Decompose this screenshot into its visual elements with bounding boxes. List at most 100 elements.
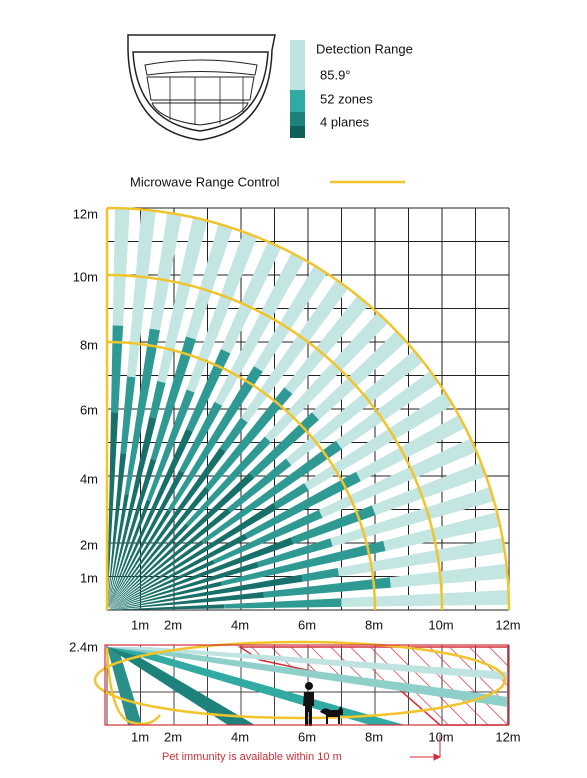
- ray-segment: [108, 499, 151, 607]
- ray-segment: [311, 330, 407, 420]
- x-label: 1m: [131, 617, 149, 632]
- ray-segment: [264, 312, 389, 443]
- ray-segment: [185, 436, 271, 527]
- ray-segment: [107, 412, 119, 607]
- ray-segment: [227, 458, 292, 513]
- ray-segment: [107, 458, 157, 607]
- ray-segment: [110, 559, 215, 609]
- ray-segment: [109, 508, 231, 608]
- ray-segment: [335, 370, 439, 450]
- note-arrow: [410, 735, 442, 761]
- ray-segment: [337, 537, 505, 577]
- ray-segment: [109, 472, 255, 608]
- ray-segment: [108, 447, 226, 608]
- ray-segment: [149, 212, 182, 331]
- ray-segment: [205, 387, 293, 491]
- ray-segment: [127, 209, 156, 378]
- ray-segment: [220, 241, 282, 354]
- ray-segment: [371, 462, 487, 516]
- legend-item: 52 zones: [320, 91, 373, 106]
- ray-segment: [240, 279, 349, 423]
- ray-segment: [389, 563, 508, 588]
- ray-segment: [213, 509, 323, 564]
- ray-segment: [304, 392, 453, 491]
- microwave-arcs: [105, 206, 511, 611]
- x-label: 8m: [365, 729, 383, 744]
- ray-segment: [256, 538, 333, 568]
- ray-segment: [186, 231, 258, 393]
- ray-segment: [107, 453, 127, 607]
- microwave-arc: [106, 273, 444, 611]
- ray-segment: [109, 533, 248, 609]
- ray-segment: [110, 581, 222, 610]
- y-label: 2m: [80, 537, 98, 552]
- pet-note: Pet immunity is available within 10 m: [162, 751, 342, 763]
- ray-segment: [286, 350, 424, 466]
- ray-segment: [150, 336, 196, 461]
- y-label: 6m: [80, 402, 98, 417]
- ray-segment: [224, 598, 342, 609]
- ray-segment: [330, 487, 494, 547]
- x-label: 8m: [365, 617, 383, 632]
- ray-segment: [319, 438, 477, 518]
- ray-segment: [290, 505, 376, 545]
- y-label: 12m: [73, 206, 98, 221]
- x-label: 1m: [131, 729, 149, 744]
- height-label: 2.4m: [69, 639, 98, 654]
- sensor-icon: [127, 34, 276, 141]
- ray-segment: [186, 223, 233, 340]
- microwave-label: Microwave Range Control: [130, 174, 280, 189]
- ray-segment: [110, 591, 264, 610]
- x-label: 4m: [231, 617, 249, 632]
- x-label: 10m: [428, 729, 453, 744]
- ray-segment: [111, 325, 124, 413]
- microwave-arc: [106, 340, 377, 611]
- ray-segment: [356, 415, 466, 482]
- ray-segment: [179, 401, 223, 473]
- x-label: 6m: [298, 729, 316, 744]
- ray-segment: [186, 349, 231, 432]
- ray-segment: [167, 366, 263, 512]
- y-label: 10m: [73, 269, 98, 284]
- ray-segment: [108, 428, 193, 607]
- ray-segment: [201, 440, 342, 544]
- ray-segment: [383, 512, 501, 551]
- x-label: 2m: [164, 617, 182, 632]
- microwave-arc: [106, 206, 511, 611]
- ray-segment: [220, 540, 386, 586]
- side-view: [93, 640, 509, 726]
- y-label: 4m: [80, 471, 98, 486]
- ray-segment: [284, 295, 369, 394]
- x-label: 2m: [164, 729, 182, 744]
- y-label: 8m: [80, 337, 98, 352]
- ray-segment: [110, 604, 225, 610]
- ray-segment: [253, 265, 327, 372]
- ray-segment: [109, 486, 210, 608]
- legend-bar: [290, 40, 305, 138]
- ray-segment: [120, 376, 136, 454]
- x-label: 6m: [298, 617, 316, 632]
- ray-segment: [110, 574, 303, 610]
- ray-segment: [107, 416, 157, 607]
- ray-segment: [263, 577, 391, 598]
- ray-segment: [249, 412, 319, 479]
- x-label: 4m: [231, 729, 249, 744]
- ray-segment: [110, 537, 294, 609]
- ray-segment: [219, 417, 248, 452]
- x-label: 12m: [495, 617, 520, 632]
- legend-item: 4 planes: [320, 114, 370, 129]
- ray-segment: [301, 568, 340, 582]
- ray-segment: [108, 470, 185, 608]
- ray-segment: [244, 471, 361, 539]
- legend-title: Detection Range: [316, 41, 413, 56]
- detection-rays: [107, 208, 509, 610]
- ray-segment: [112, 208, 130, 326]
- ray-segment: [124, 328, 160, 495]
- ray-segment: [214, 252, 305, 406]
- ray-segment: [149, 380, 166, 419]
- ray-segment: [109, 523, 189, 608]
- ray-segment: [273, 483, 309, 510]
- ray-segment: [146, 389, 195, 502]
